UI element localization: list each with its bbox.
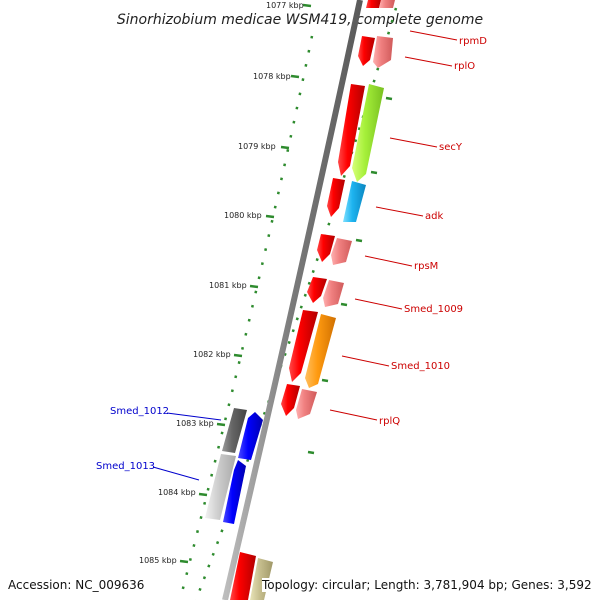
kbp-ticks: 1077 kbp 1078 kbp 1079 kbp 1080 kbp 1081… xyxy=(139,1,312,565)
svg-text:Smed_1013: Smed_1013 xyxy=(96,461,155,472)
reverse-labels: Smed_1012 Smed_1013 xyxy=(96,406,222,481)
svg-text:Smed_1012: Smed_1012 xyxy=(110,406,169,417)
gene-arrow-adk[interactable] xyxy=(327,178,345,217)
svg-text:1085 kbp: 1085 kbp xyxy=(139,556,177,565)
svg-text:1080 kbp: 1080 kbp xyxy=(224,211,262,220)
gene-arrow-rpsM-inner[interactable] xyxy=(331,238,352,265)
label-Smed_1009: Smed_1009 xyxy=(354,298,463,315)
label-secY: secY xyxy=(389,137,463,153)
label-adk: adk xyxy=(375,206,443,222)
kbp-tick-1085: 1085 kbp xyxy=(139,556,189,565)
svg-text:rplO: rplO xyxy=(454,61,475,72)
accession-label: Accession: NC_009636 xyxy=(8,578,145,592)
svg-text:secY: secY xyxy=(439,142,463,153)
svg-text:1084 kbp: 1084 kbp xyxy=(158,488,196,497)
gene-arrow-rpsM[interactable] xyxy=(317,234,335,262)
label-rplQ: rplQ xyxy=(329,409,400,427)
gene-arrow-adk-inner[interactable] xyxy=(343,181,366,222)
label-Smed_1010: Smed_1010 xyxy=(341,355,450,372)
kbp-tick-1084: 1084 kbp xyxy=(158,488,208,497)
gene-arrow-top-partial[interactable] xyxy=(366,0,381,8)
gene-arrow-rplQ-inner[interactable] xyxy=(296,389,317,419)
kbp-tick-1079: 1079 kbp xyxy=(238,142,290,151)
svg-text:1077 kbp: 1077 kbp xyxy=(266,1,304,10)
gene-arrow-top-pink[interactable] xyxy=(379,0,395,8)
svg-text:1082 kbp: 1082 kbp xyxy=(193,350,231,359)
svg-text:1078 kbp: 1078 kbp xyxy=(253,72,291,81)
gene-arrow-secY-inner[interactable] xyxy=(352,84,384,182)
topology-label: Topology: circular; Length: 3,781,904 bp… xyxy=(262,578,592,592)
svg-text:rpsM: rpsM xyxy=(414,261,438,272)
kbp-tick-1077: 1077 kbp xyxy=(266,1,312,10)
gene-arrow-rpmD[interactable] xyxy=(358,36,375,66)
forward-labels: rpmD rplO secY adk rpsM Smed_1009 Smed_1… xyxy=(329,30,487,427)
reverse-track xyxy=(205,408,263,524)
genome-backbone xyxy=(222,0,363,600)
genome-title: Sinorhizobium medicae WSM419, complete g… xyxy=(117,12,483,28)
svg-text:rpmD: rpmD xyxy=(459,36,487,47)
gene-arrow-Smed_1010-inner[interactable] xyxy=(305,314,336,388)
kbp-tick-1081: 1081 kbp xyxy=(209,281,259,290)
svg-text:Smed_1009: Smed_1009 xyxy=(404,304,463,315)
label-Smed_1012: Smed_1012 xyxy=(110,406,222,421)
forward-track-outer xyxy=(230,0,381,600)
svg-text:1079 kbp: 1079 kbp xyxy=(238,142,276,151)
svg-text:rplQ: rplQ xyxy=(379,416,400,427)
gene-arrow-rplO[interactable] xyxy=(373,36,393,68)
gene-arrow-bottom-partial[interactable] xyxy=(230,552,256,600)
gene-arrow-Smed_1012-blue[interactable] xyxy=(238,412,263,460)
label-Smed_1013: Smed_1013 xyxy=(96,461,200,481)
gene-arrow-bottom-khaki[interactable] xyxy=(250,558,273,600)
label-rplO: rplO xyxy=(404,56,475,72)
forward-track-inner xyxy=(250,0,395,600)
kbp-tick-1080: 1080 kbp xyxy=(224,211,275,220)
gene-arrow-Smed_1009[interactable] xyxy=(307,277,327,303)
svg-text:Smed_1010: Smed_1010 xyxy=(391,361,450,372)
svg-text:1081 kbp: 1081 kbp xyxy=(209,281,247,290)
kbp-tick-1083: 1083 kbp xyxy=(176,419,226,428)
svg-text:1083 kbp: 1083 kbp xyxy=(176,419,214,428)
gene-arrow-Smed_1009-inner[interactable] xyxy=(323,280,344,307)
gene-arrow-Smed_1012-dark[interactable] xyxy=(222,408,247,453)
kbp-tick-1078: 1078 kbp xyxy=(253,72,300,81)
inner-ruler xyxy=(178,35,314,600)
gene-arrow-secY[interactable] xyxy=(338,84,365,176)
label-rpsM: rpsM xyxy=(364,255,438,272)
gene-arrow-Smed_1013-blue[interactable] xyxy=(223,460,246,524)
label-rpmD: rpmD xyxy=(409,30,487,47)
kbp-tick-1082: 1082 kbp xyxy=(193,350,243,359)
gene-arrow-Smed_1010[interactable] xyxy=(289,310,318,382)
gene-arrow-Smed_1013-light[interactable] xyxy=(205,454,236,520)
gene-arrow-rplQ[interactable] xyxy=(281,384,300,416)
svg-text:adk: adk xyxy=(425,211,443,222)
